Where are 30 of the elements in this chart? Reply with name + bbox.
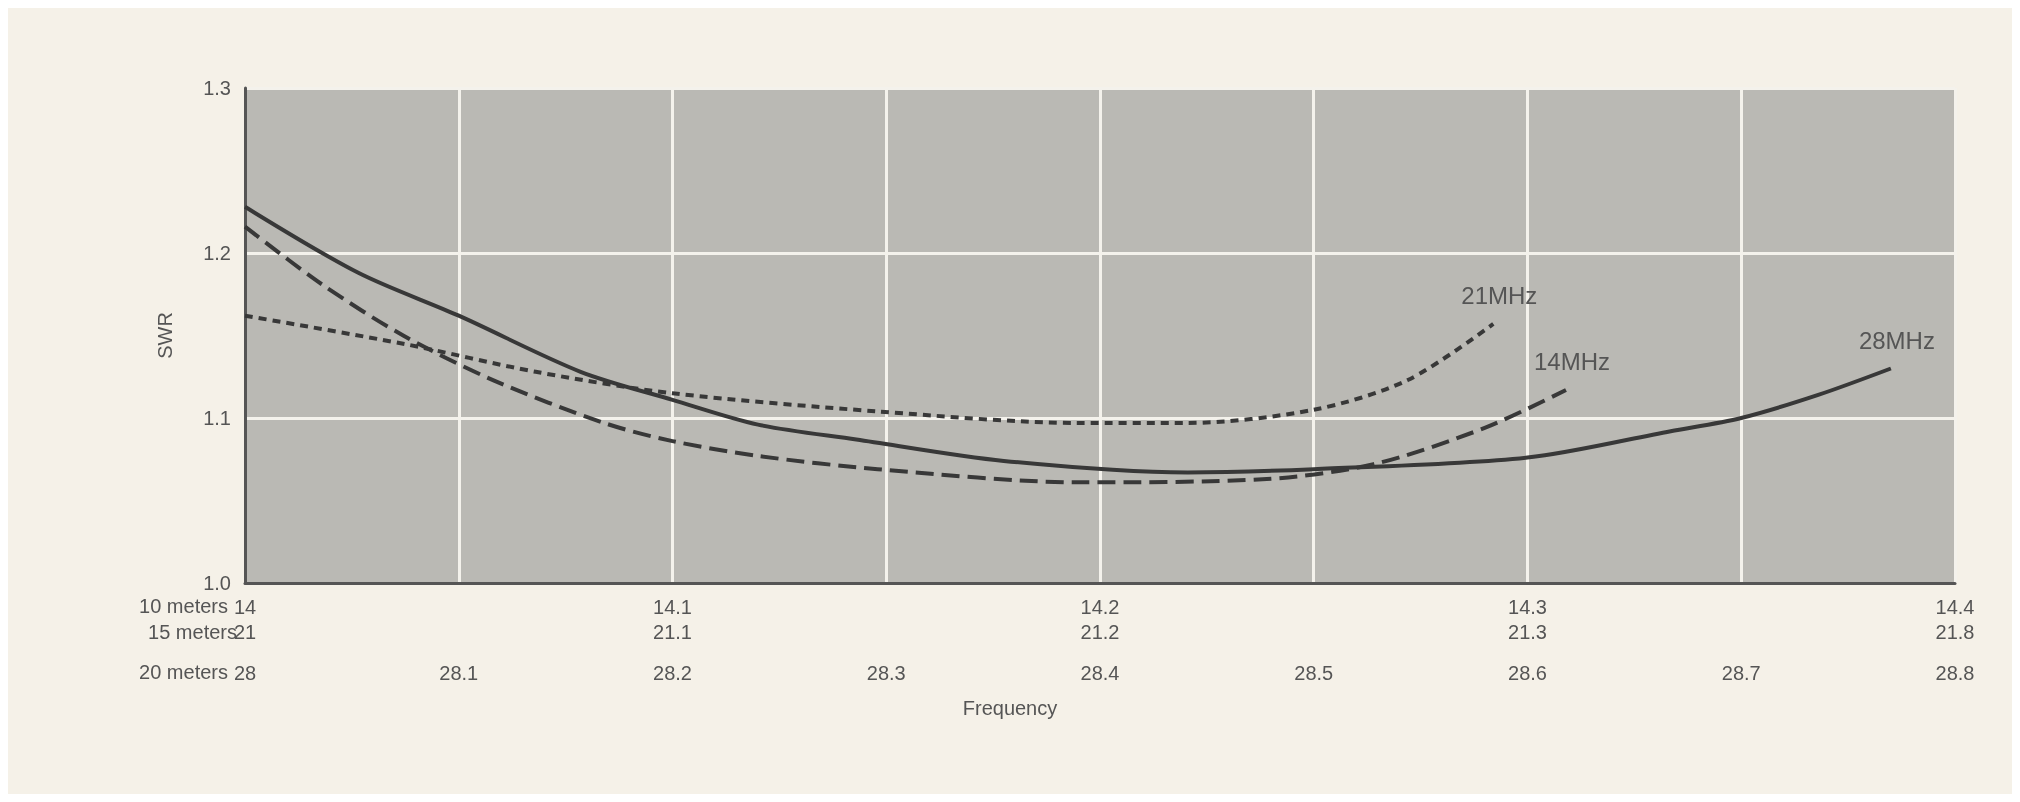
x2-tick-label: 14.4 <box>1935 596 1975 618</box>
x2-tick-label: 14.3 <box>1508 596 1547 618</box>
x-tick-label: 28 <box>233 662 257 684</box>
x-tick-label: 28.1 <box>439 662 479 684</box>
y-tick-label: 1.2 <box>203 242 231 264</box>
text: Frequency <box>962 697 1058 719</box>
y-tick-label: 1.1 <box>203 407 231 429</box>
text: 15 meters <box>148 621 237 643</box>
x2-tick-label: 14.1 <box>653 596 692 618</box>
y-tick-label: 1.3 <box>203 77 231 99</box>
text: 21.2 <box>1080 621 1120 643</box>
x-tick-label: 28.7 <box>1721 662 1761 684</box>
series-label: 21MHz <box>1461 282 1538 310</box>
x2-axis-title: 10 meters <box>139 595 228 617</box>
x-tick-label: 28.6 <box>1508 662 1547 684</box>
x-tick-label: 28.8 <box>1935 662 1975 684</box>
x-tick-label: 28.4 <box>1080 662 1120 684</box>
text: 21.1 <box>653 621 692 643</box>
series-label: 14MHz <box>1533 348 1611 376</box>
text: 21.8 <box>1935 621 1975 643</box>
series-label: 28MHz <box>1858 327 1935 354</box>
x-tick-label: 28.5 <box>1294 662 1334 684</box>
x-axis-title: 20 meters <box>139 661 228 683</box>
x2-tick-label: 14 <box>233 596 257 618</box>
y-axis-title: SWR <box>154 312 176 359</box>
text: 21.3 <box>1508 621 1547 643</box>
x-tick-label: 28.2 <box>653 662 692 684</box>
y-tick-label: 1.0 <box>203 572 231 594</box>
x2-tick-label: 14.2 <box>1080 596 1120 618</box>
x-tick-label: 28.3 <box>866 662 906 684</box>
